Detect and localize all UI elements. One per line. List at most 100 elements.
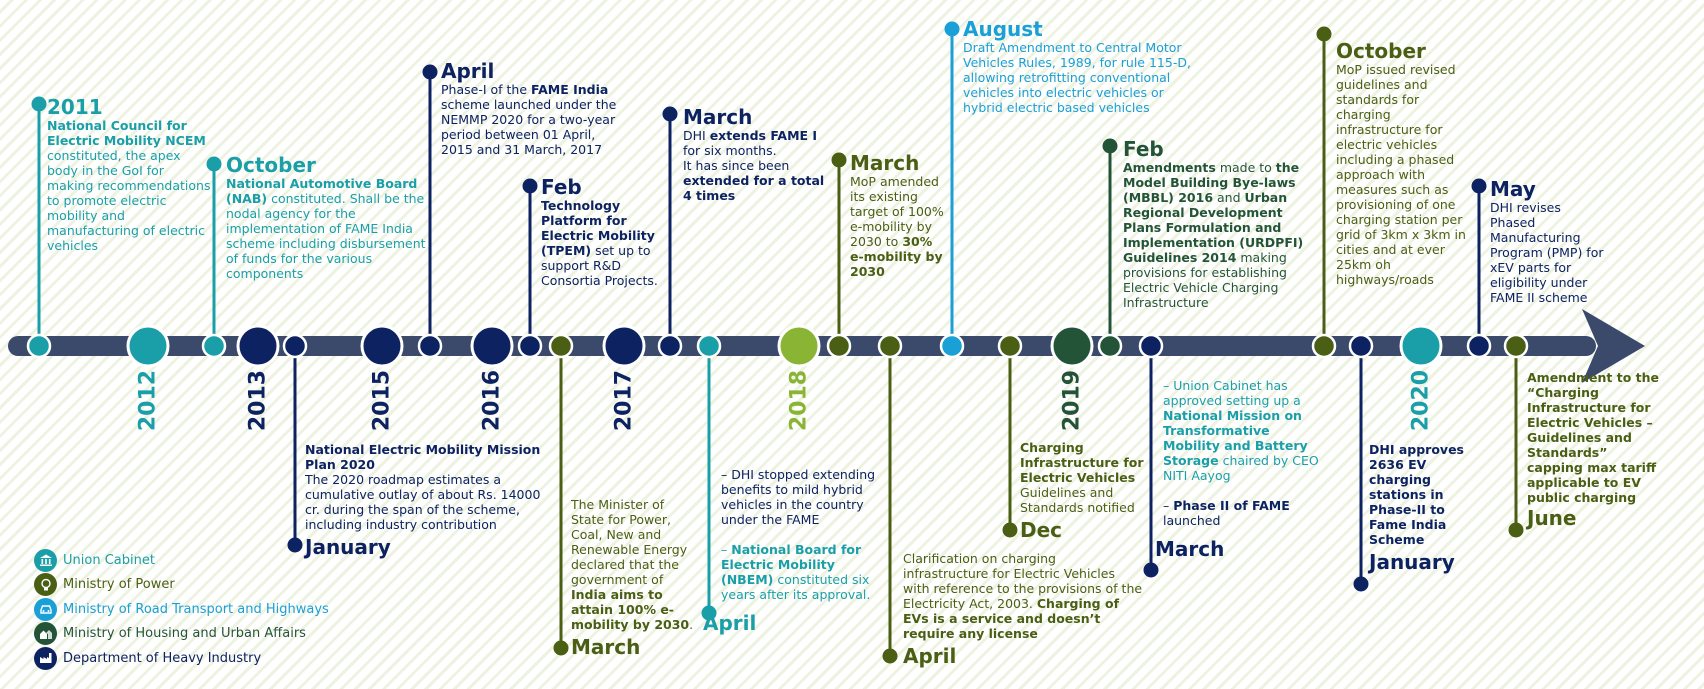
year-label-2013: 2013 bbox=[245, 369, 271, 432]
year-label-2019: 2019 bbox=[1059, 369, 1085, 432]
factory-icon bbox=[34, 646, 57, 670]
legend-item-ministry-of-road-transport: Ministry of Road Transport and Highways bbox=[34, 597, 329, 622]
year-label-2020: 2020 bbox=[1408, 369, 1434, 432]
event-text: DHI revises Phased Manufacturing Program… bbox=[1490, 200, 1604, 305]
event-title: Dec bbox=[1020, 518, 1063, 542]
houses-icon bbox=[34, 622, 57, 646]
event-text: National Automotive Board (NAB) constitu… bbox=[226, 176, 426, 281]
event-feb-2019-mbbl: Feb Amendments made to the Model Buildin… bbox=[1123, 138, 1323, 310]
event-text: Technology Platform for Electric Mobilit… bbox=[541, 198, 658, 288]
event-title: March bbox=[571, 635, 641, 659]
event-title: April bbox=[441, 59, 495, 83]
year-circle bbox=[777, 324, 821, 368]
year-circle bbox=[470, 324, 514, 368]
event-endpoint bbox=[1508, 522, 1524, 538]
event-node bbox=[417, 333, 443, 359]
event-text: – DHI stopped extending benefits to mild… bbox=[721, 467, 876, 602]
event-text: – Union Cabinet has approved setting up … bbox=[1163, 378, 1319, 528]
event-endpoint bbox=[1471, 178, 1487, 194]
event-title: January bbox=[305, 535, 391, 559]
event-endpoint bbox=[882, 648, 898, 664]
event-endpoint bbox=[1353, 576, 1369, 592]
event-node bbox=[1138, 333, 1164, 359]
event-title: January bbox=[1369, 550, 1455, 574]
event-title: Feb bbox=[541, 175, 582, 199]
event-2011-ncem: 2011 National Council for Electric Mobil… bbox=[47, 96, 213, 253]
event-text: Phase-I of the FAME India scheme launche… bbox=[441, 82, 617, 157]
bulb-icon bbox=[34, 573, 57, 597]
year-circle bbox=[236, 324, 280, 368]
event-endpoint bbox=[287, 537, 303, 553]
event-node bbox=[939, 333, 965, 359]
event-dec-2018-guidelines: Charging Infrastructure for Electric Veh… bbox=[1020, 440, 1160, 541]
event-august-2018-cmvr: August Draft Amendment to Central Motor … bbox=[963, 18, 1198, 115]
event-title: 2011 bbox=[47, 95, 103, 119]
event-title: April bbox=[703, 611, 757, 635]
legend-item-ministry-of-housing: Ministry of Housing and Urban Affairs bbox=[34, 622, 329, 647]
event-endpoint bbox=[662, 106, 678, 122]
event-endpoint bbox=[1143, 562, 1159, 578]
event-node bbox=[826, 333, 852, 359]
event-january-2020-charging-stations: DHI approves 2636 EV charging stations i… bbox=[1369, 442, 1479, 573]
year-label-2015: 2015 bbox=[369, 369, 395, 432]
event-endpoint bbox=[31, 96, 47, 112]
event-node bbox=[696, 333, 722, 359]
event-node bbox=[26, 333, 52, 359]
event-text: Amendments made to the Model Building By… bbox=[1123, 160, 1304, 310]
event-january-2013-nemmp: National Electric Mobility Mission Plan … bbox=[305, 442, 550, 558]
event-title: October bbox=[1336, 39, 1426, 63]
legend-label: Department of Heavy Industry bbox=[63, 650, 262, 666]
event-title: March bbox=[1155, 537, 1225, 561]
legend-item-ministry-of-power: Ministry of Power bbox=[34, 573, 329, 598]
event-endpoint bbox=[831, 152, 847, 168]
event-may-2020-pmp: May DHI revises Phased Manufacturing Pro… bbox=[1490, 178, 1610, 305]
event-node bbox=[1503, 333, 1529, 359]
event-endpoint bbox=[206, 156, 222, 172]
event-text: Amendment to the “Charging Infrastructur… bbox=[1527, 370, 1660, 505]
event-text: National Council for Electric Mobility N… bbox=[47, 118, 211, 253]
year-label-2012: 2012 bbox=[135, 369, 161, 432]
event-node bbox=[201, 333, 227, 359]
event-node bbox=[548, 333, 574, 359]
event-october-2012-nab: October National Automotive Board (NAB) … bbox=[226, 154, 426, 281]
event-text: Clarification on charging infrastructure… bbox=[903, 551, 1143, 641]
legend-label: Union Cabinet bbox=[63, 552, 155, 568]
event-title: June bbox=[1527, 506, 1577, 530]
year-label-2017: 2017 bbox=[611, 369, 637, 432]
car-icon bbox=[34, 597, 57, 621]
event-text: The Minister of State for Power, Coal, N… bbox=[571, 497, 694, 632]
event-node bbox=[657, 333, 683, 359]
event-endpoint bbox=[701, 605, 717, 621]
event-march-2017-fame-extension: March DHI extends FAME I for six months.… bbox=[683, 106, 833, 203]
event-text: DHI extends FAME I for six months. It has… bbox=[683, 128, 825, 203]
event-title: April bbox=[903, 644, 957, 668]
event-march-2018-mop-target: March MoP amended its existing target of… bbox=[850, 152, 950, 279]
event-text: MoP issued revised guidelines and standa… bbox=[1336, 62, 1466, 287]
year-circle bbox=[602, 324, 646, 368]
event-endpoint bbox=[553, 640, 569, 656]
year-label-2016: 2016 bbox=[479, 369, 505, 432]
year-circle bbox=[360, 324, 404, 368]
year-label-2018: 2018 bbox=[786, 369, 812, 432]
event-endpoint bbox=[1102, 138, 1118, 154]
timeline-arrowhead bbox=[1582, 309, 1645, 383]
event-june-2020-tariff-cap: Amendment to the “Charging Infrastructur… bbox=[1527, 370, 1667, 529]
event-october-2019-revised-guidelines: October MoP issued revised guidelines an… bbox=[1336, 40, 1466, 287]
event-node bbox=[1466, 333, 1492, 359]
event-march-2019-fame-ii: – Union Cabinet has approved setting up … bbox=[1155, 378, 1323, 560]
event-title: March bbox=[683, 105, 753, 129]
event-endpoint bbox=[944, 21, 960, 37]
event-node bbox=[282, 333, 308, 359]
event-title: October bbox=[226, 153, 316, 177]
year-circle bbox=[126, 324, 170, 368]
event-endpoint bbox=[1002, 522, 1018, 538]
legend-label: Ministry of Housing and Urban Affairs bbox=[63, 626, 306, 642]
building-icon bbox=[34, 548, 57, 572]
event-text: Charging Infrastructure for Electric Veh… bbox=[1020, 440, 1144, 515]
event-endpoint bbox=[522, 178, 538, 194]
event-node bbox=[517, 333, 543, 359]
event-node bbox=[1097, 333, 1123, 359]
event-title: August bbox=[963, 17, 1043, 41]
event-text: DHI approves 2636 EV charging stations i… bbox=[1369, 442, 1464, 547]
legend-label: Ministry of Road Transport and Highways bbox=[63, 601, 329, 617]
